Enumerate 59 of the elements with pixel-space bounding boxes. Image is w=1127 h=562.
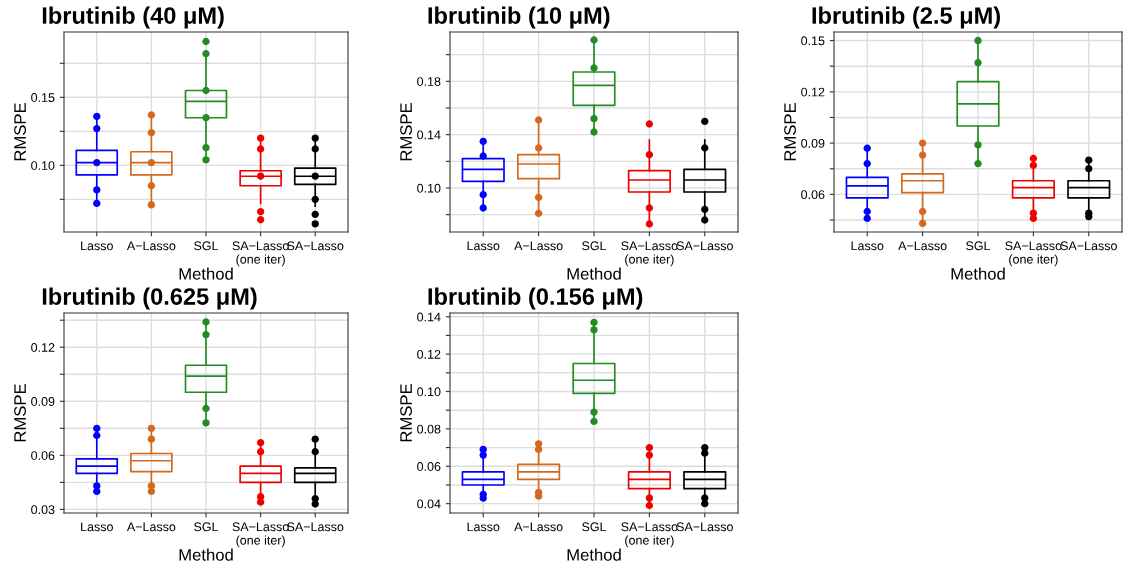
- chart-title: Ibrutinib (10 μM): [428, 6, 610, 29]
- y-tick-label: 0.15: [801, 36, 825, 46]
- x-axis-title: Method: [567, 267, 621, 280]
- y-axis-title: RMSPE: [400, 384, 412, 442]
- x-tick-label: A−Lasso: [898, 241, 947, 251]
- y-tick-label: 0.18: [417, 77, 441, 86]
- x-tick-label: SGL: [966, 241, 991, 251]
- y-tick-label: 0.14: [417, 312, 441, 322]
- x-tick-label: A−Lasso: [126, 241, 176, 251]
- y-axis-title: RMSPE: [784, 103, 796, 161]
- y-axis-title: RMSPE: [14, 384, 26, 442]
- y-axis-title: RMSPE: [14, 103, 26, 161]
- x-tick-label: Lasso: [81, 522, 113, 532]
- x-tick-label: Lasso: [851, 241, 884, 251]
- x-tick-label: SA−Lasso (one iter): [621, 241, 678, 267]
- x-tick-label: SA−Lasso (one iter): [232, 241, 289, 267]
- chart-title: Ibrutinib (40 μM): [42, 6, 224, 29]
- x-tick-label: SA−Lasso: [676, 522, 733, 532]
- y-tick-label: 0.12: [417, 349, 441, 359]
- y-tick-label: 0.06: [417, 462, 441, 471]
- y-tick-label: 0.14: [417, 130, 441, 140]
- chart-title: Ibrutinib (2.5 μM): [812, 6, 1000, 29]
- y-tick-label: 0.03: [31, 505, 55, 515]
- x-axis-title: Method: [951, 267, 1005, 280]
- chart-title: Ibrutinib (0.625 μM): [42, 287, 257, 310]
- y-tick-label: 0.06: [31, 451, 55, 460]
- x-tick-label: SGL: [582, 241, 607, 251]
- y-axis-title: RMSPE: [400, 103, 412, 161]
- x-tick-label: SA−Lasso: [287, 241, 344, 251]
- y-tick-label: 0.12: [31, 343, 55, 352]
- y-tick-label: 0.10: [31, 161, 55, 170]
- x-tick-label: SGL: [582, 522, 607, 532]
- x-axis-title: Method: [567, 548, 621, 561]
- x-tick-label: A−Lasso: [126, 522, 176, 532]
- y-tick-label: 0.15: [31, 93, 55, 102]
- x-tick-label: SA−Lasso: [676, 241, 733, 251]
- x-tick-label: Lasso: [467, 522, 500, 532]
- x-tick-label: SA−Lasso: [287, 522, 344, 532]
- y-tick-label: 0.08: [417, 424, 441, 434]
- y-tick-label: 0.09: [801, 138, 825, 148]
- x-tick-label: SA−Lasso (one iter): [232, 522, 289, 548]
- y-tick-label: 0.10: [417, 183, 441, 193]
- y-tick-label: 0.09: [31, 397, 55, 406]
- y-tick-label: 0.12: [801, 87, 825, 97]
- x-tick-label: A−Lasso: [514, 522, 563, 532]
- y-tick-label: 0.06: [801, 190, 825, 200]
- x-tick-label: A−Lasso: [514, 241, 563, 251]
- x-tick-label: Lasso: [81, 241, 113, 251]
- x-tick-label: Lasso: [467, 241, 500, 251]
- x-tick-label: SA−Lasso: [1060, 241, 1117, 251]
- x-tick-label: SA−Lasso (one iter): [1005, 241, 1062, 267]
- y-tick-label: 0.04: [417, 499, 441, 509]
- y-tick-label: 0.10: [417, 387, 441, 397]
- x-axis-title: Method: [179, 548, 233, 561]
- x-tick-label: SGL: [194, 241, 219, 251]
- x-tick-label: SA−Lasso (one iter): [621, 522, 678, 548]
- chart-title: Ibrutinib (0.156 μM): [428, 287, 643, 310]
- x-tick-label: SGL: [194, 522, 219, 532]
- x-axis-title: Method: [179, 267, 233, 280]
